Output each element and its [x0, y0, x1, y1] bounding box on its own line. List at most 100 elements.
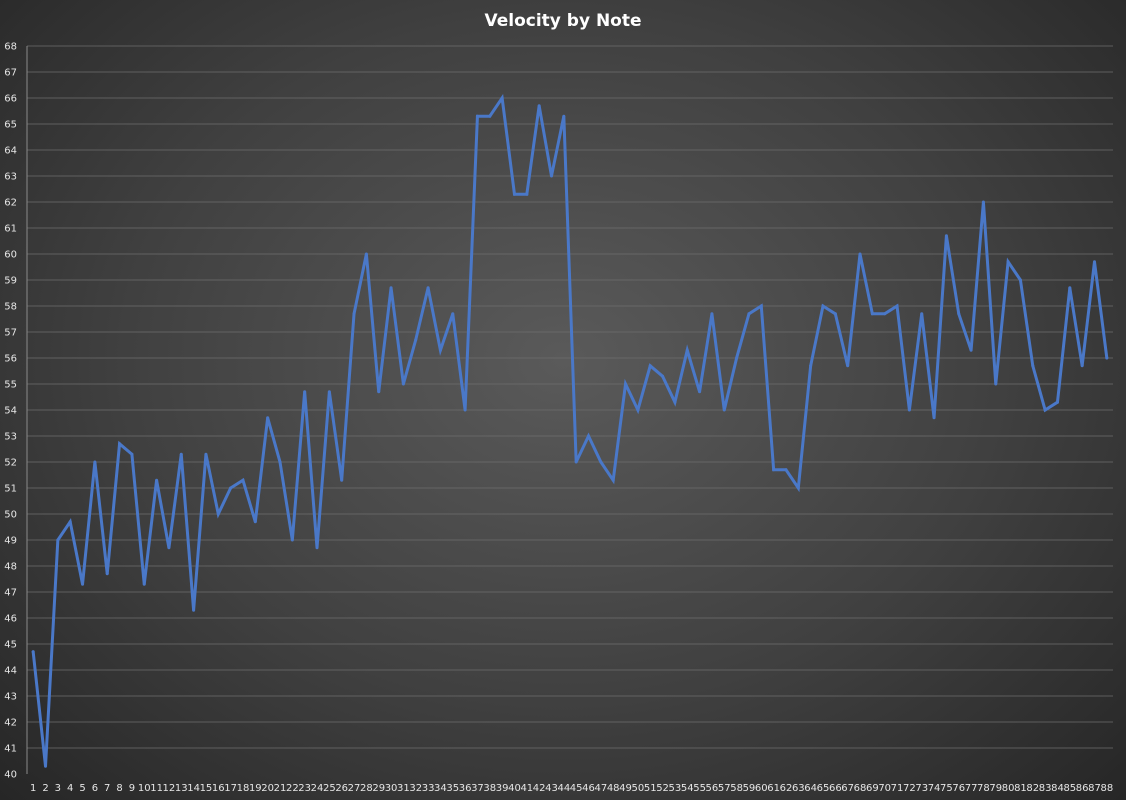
data-point: [611, 478, 615, 482]
data-point: [981, 200, 985, 204]
data-point: [155, 478, 159, 482]
data-point: [1043, 408, 1047, 412]
y-tick-label: 68: [4, 42, 17, 53]
data-point: [624, 382, 628, 386]
x-tick-label: 73: [915, 783, 928, 794]
x-tick-label: 51: [644, 783, 657, 794]
x-tick-label: 27: [348, 783, 361, 794]
data-point: [488, 114, 492, 118]
data-point: [870, 312, 874, 316]
x-tick-label: 69: [866, 783, 879, 794]
x-tick-label: 75: [940, 783, 953, 794]
x-tick-label: 10: [138, 783, 151, 794]
y-tick-label: 57: [4, 328, 17, 339]
x-tick-label: 58: [730, 783, 743, 794]
data-point: [241, 478, 245, 482]
data-point: [772, 468, 776, 472]
data-point: [253, 520, 257, 524]
data-point: [636, 408, 640, 412]
x-tick-label: 29: [372, 783, 385, 794]
x-tick-label: 65: [817, 783, 830, 794]
data-point: [303, 390, 307, 394]
data-point: [994, 382, 998, 386]
x-tick-label: 7: [104, 783, 110, 794]
y-tick-label: 67: [4, 68, 17, 79]
x-tick-label: 88: [1100, 783, 1113, 794]
data-point: [735, 356, 739, 360]
x-tick-label: 71: [891, 783, 904, 794]
data-point: [587, 434, 591, 438]
data-point: [809, 364, 813, 368]
y-tick-label: 47: [4, 588, 17, 599]
x-tick-label: 40: [508, 783, 521, 794]
x-tick-label: 70: [878, 783, 891, 794]
data-point: [957, 312, 961, 316]
y-tick-label: 44: [4, 666, 17, 677]
x-tick-label: 2: [42, 783, 48, 794]
data-point: [56, 538, 60, 542]
y-tick-label: 42: [4, 718, 17, 729]
data-point: [475, 114, 479, 118]
data-point: [315, 546, 319, 550]
y-tick-label: 65: [4, 120, 17, 131]
y-tick-label: 60: [4, 250, 17, 261]
data-point: [68, 520, 72, 524]
data-point: [377, 390, 381, 394]
x-tick-label: 8: [116, 783, 122, 794]
x-tick-label: 76: [952, 783, 965, 794]
data-point: [105, 572, 109, 576]
x-tick-label: 77: [965, 783, 978, 794]
data-point: [278, 460, 282, 464]
data-point: [821, 304, 825, 308]
data-point: [1092, 260, 1096, 264]
x-tick-label: 33: [422, 783, 435, 794]
data-point: [1105, 356, 1109, 360]
data-point: [685, 348, 689, 352]
data-point: [562, 114, 566, 118]
x-tick-label: 61: [767, 783, 780, 794]
x-tick-label: 78: [977, 783, 990, 794]
x-tick-label: 4: [67, 783, 73, 794]
x-tick-label: 21: [274, 783, 287, 794]
x-tick-label: 35: [446, 783, 459, 794]
chart-title: Velocity by Note: [484, 11, 641, 31]
data-point: [438, 348, 442, 352]
x-tick-label: 50: [632, 783, 645, 794]
x-tick-label: 85: [1063, 783, 1076, 794]
data-point: [858, 252, 862, 256]
x-tick-label: 16: [212, 783, 225, 794]
data-point: [944, 234, 948, 238]
data-point: [796, 486, 800, 490]
data-point: [759, 304, 763, 308]
y-tick-label: 45: [4, 640, 17, 651]
x-tick-label: 67: [841, 783, 854, 794]
y-tick-label: 54: [4, 406, 17, 417]
x-tick-label: 57: [718, 783, 731, 794]
data-point: [710, 312, 714, 316]
y-tick-label: 63: [4, 172, 17, 183]
data-point: [451, 312, 455, 316]
x-tick-label: 9: [129, 783, 135, 794]
x-tick-label: 19: [249, 783, 262, 794]
x-tick-label: 79: [989, 783, 1002, 794]
x-tick-label: 12: [163, 783, 176, 794]
x-tick-label: 80: [1002, 783, 1015, 794]
data-point: [204, 452, 208, 456]
data-point: [340, 478, 344, 482]
x-tick-label: 41: [520, 783, 533, 794]
data-point: [907, 408, 911, 412]
x-tick-label: 11: [150, 783, 163, 794]
data-point: [549, 174, 553, 178]
data-point: [648, 364, 652, 368]
x-tick-label: 81: [1014, 783, 1027, 794]
x-tick-label: 23: [298, 783, 311, 794]
data-point: [895, 304, 899, 308]
data-point: [1080, 364, 1084, 368]
data-point: [142, 582, 146, 586]
x-tick-label: 66: [829, 783, 842, 794]
data-point: [167, 546, 171, 550]
x-tick-label: 30: [385, 783, 398, 794]
data-point: [932, 416, 936, 420]
data-point: [352, 312, 356, 316]
x-tick-label: 64: [804, 783, 817, 794]
